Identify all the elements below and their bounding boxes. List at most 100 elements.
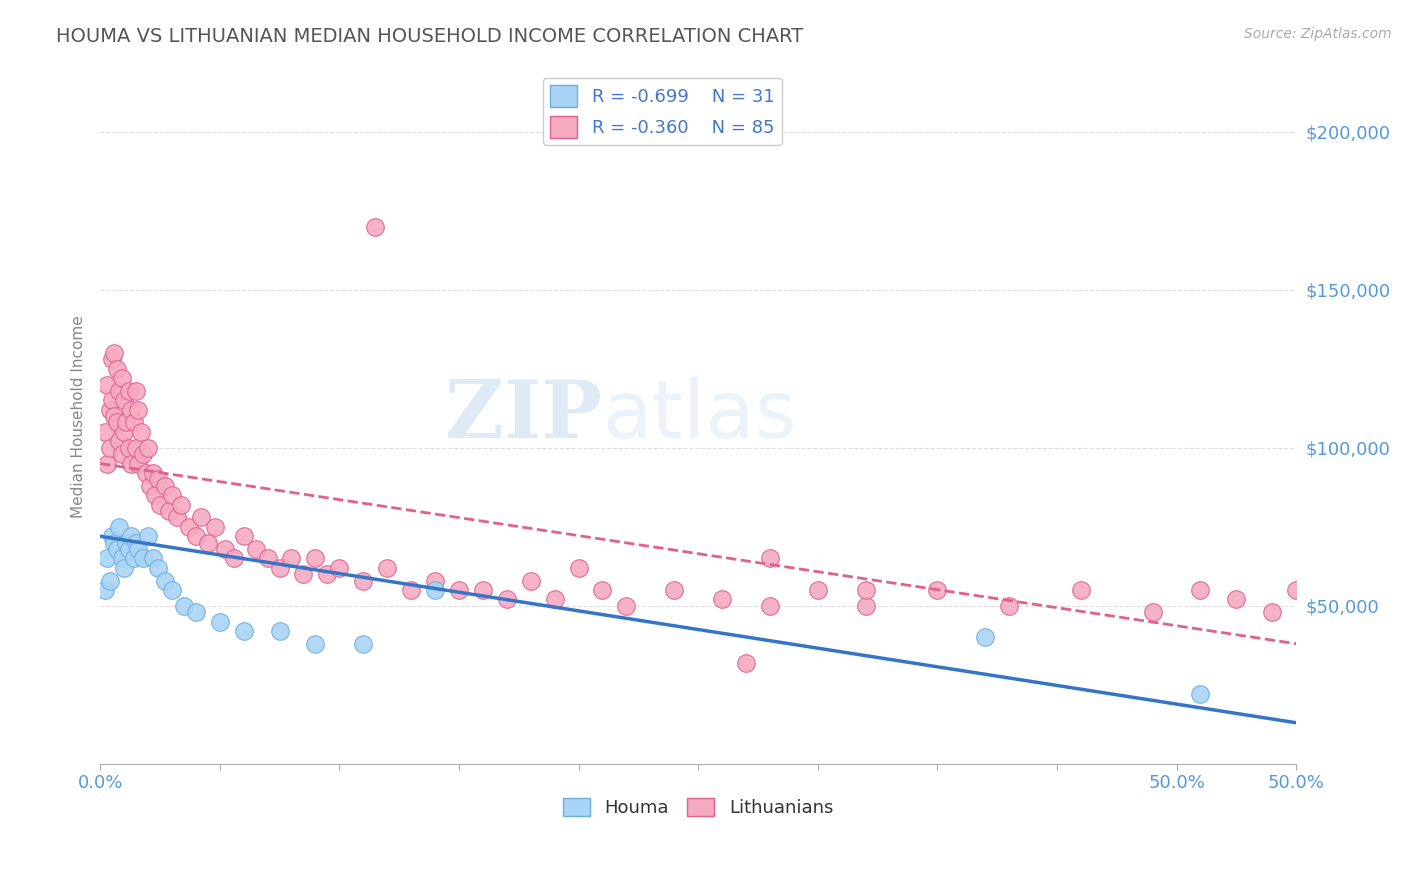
Point [304,637,326,651]
Point [108,384,131,398]
Point [127,541,149,556]
Point [232,529,254,543]
Point [423,574,446,588]
Point [112,425,135,439]
Point [143,488,166,502]
Point [190,510,212,524]
Point [616,599,638,613]
Point [807,582,830,597]
Point [1142,605,1164,619]
Point [1189,687,1212,701]
Point [170,498,193,512]
Point [105,541,128,556]
Point [146,561,169,575]
Point [122,416,145,430]
Point [591,582,613,597]
Point [98,441,121,455]
Point [127,402,149,417]
Point [471,582,494,597]
Point [664,582,686,597]
Point [1261,605,1284,619]
Point [1285,582,1308,597]
Point [184,529,207,543]
Point [423,582,446,597]
Point [855,582,877,597]
Point [103,535,125,549]
Point [96,377,118,392]
Point [519,574,541,588]
Point [125,441,148,455]
Point [153,574,176,588]
Point [280,551,302,566]
Point [316,567,339,582]
Point [129,425,152,439]
Point [120,402,142,417]
Text: atlas: atlas [602,377,797,455]
Point [118,541,141,556]
Point [108,520,131,534]
Point [1225,592,1247,607]
Point [149,498,172,512]
Text: Source: ZipAtlas.com: Source: ZipAtlas.com [1244,27,1392,41]
Point [256,551,278,566]
Point [118,384,141,398]
Point [173,599,195,613]
Point [111,447,134,461]
Point [111,551,134,566]
Text: HOUMA VS LITHUANIAN MEDIAN HOUSEHOLD INCOME CORRELATION CHART: HOUMA VS LITHUANIAN MEDIAN HOUSEHOLD INC… [56,27,803,45]
Point [495,592,517,607]
Point [1070,582,1092,597]
Point [112,561,135,575]
Point [115,535,138,549]
Point [112,393,135,408]
Point [139,479,162,493]
Point [245,541,267,556]
Y-axis label: Median Household Income: Median Household Income [72,315,86,517]
Point [111,371,134,385]
Point [96,457,118,471]
Point [974,631,997,645]
Point [375,561,398,575]
Point [735,656,758,670]
Point [759,551,782,566]
Point [105,361,128,376]
Point [292,567,315,582]
Point [304,551,326,566]
Point [232,624,254,638]
Point [328,561,350,575]
Point [125,535,148,549]
Point [98,402,121,417]
Point [146,472,169,486]
Point [94,425,117,439]
Point [166,510,188,524]
Point [127,457,149,471]
Point [101,352,124,367]
Point [108,434,131,449]
Point [115,416,138,430]
Point [103,346,125,360]
Text: ZIP: ZIP [446,377,602,455]
Point [120,457,142,471]
Point [136,529,159,543]
Point [222,551,245,566]
Point [136,441,159,455]
Point [103,409,125,424]
Point [855,599,877,613]
Point [711,592,734,607]
Point [142,551,165,566]
Point [1189,582,1212,597]
Point [101,393,124,408]
Point [204,520,226,534]
Point [101,529,124,543]
Point [105,416,128,430]
Point [118,441,141,455]
Point [135,466,157,480]
Point [352,637,374,651]
Point [153,479,176,493]
Point [399,582,422,597]
Legend: Houma, Lithuanians: Houma, Lithuanians [555,790,841,824]
Point [160,488,183,502]
Point [269,561,291,575]
Point [214,541,236,556]
Point [759,599,782,613]
